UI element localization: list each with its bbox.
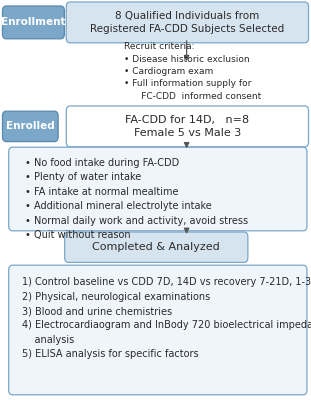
Text: • No food intake during FA-CDD
• Plenty of water intake
• FA intake at normal me: • No food intake during FA-CDD • Plenty … bbox=[25, 158, 248, 240]
Text: Completed & Analyzed: Completed & Analyzed bbox=[92, 242, 220, 252]
FancyBboxPatch shape bbox=[2, 111, 58, 142]
FancyBboxPatch shape bbox=[65, 232, 248, 262]
FancyBboxPatch shape bbox=[66, 2, 309, 43]
Text: Enrollment: Enrollment bbox=[1, 17, 66, 27]
FancyBboxPatch shape bbox=[66, 106, 309, 147]
FancyBboxPatch shape bbox=[9, 265, 307, 395]
Text: 8 Qualified Individuals from
Registered FA-CDD Subjects Selected: 8 Qualified Individuals from Registered … bbox=[90, 11, 285, 34]
Text: Enrolled: Enrolled bbox=[6, 121, 55, 131]
Text: 1) Control baseline vs CDD 7D, 14D vs recovery 7-21D, 1-3M
2) Physical, neurolog: 1) Control baseline vs CDD 7D, 14D vs re… bbox=[22, 277, 311, 359]
FancyBboxPatch shape bbox=[2, 6, 64, 39]
Text: Recruit criteria:
• Disease historic exclusion
• Cardiogram exam
• Full informat: Recruit criteria: • Disease historic exc… bbox=[124, 42, 262, 101]
FancyBboxPatch shape bbox=[9, 147, 307, 231]
Text: FA-CDD for 14D,   n=8
Female 5 vs Male 3: FA-CDD for 14D, n=8 Female 5 vs Male 3 bbox=[125, 115, 249, 138]
